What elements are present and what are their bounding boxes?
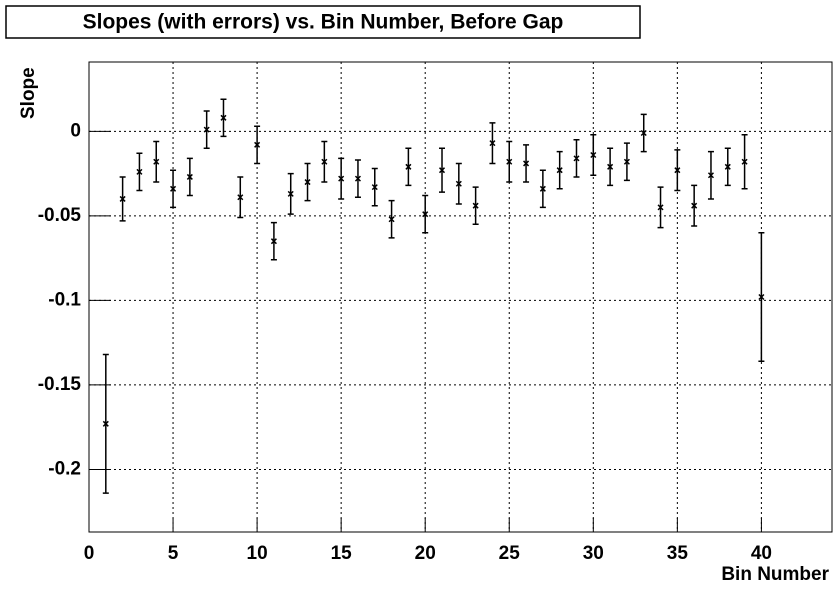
marker <box>438 167 446 174</box>
marker <box>741 158 748 165</box>
marker <box>506 158 513 165</box>
marker <box>354 175 361 182</box>
marker <box>691 202 698 209</box>
marker <box>287 190 294 197</box>
marker <box>623 158 630 165</box>
marker <box>422 211 429 218</box>
plot-frame <box>88 61 833 533</box>
marker <box>254 141 261 148</box>
marker <box>338 175 345 182</box>
marker <box>707 172 714 179</box>
marker <box>640 129 647 137</box>
x-tick-label: 0 <box>84 543 95 564</box>
y-tick-label: 0 <box>70 120 81 141</box>
y-tick-label: -0.2 <box>48 458 81 479</box>
marker <box>523 160 530 167</box>
x-tick-label: 10 <box>247 543 268 564</box>
x-tick-label: 30 <box>583 543 604 564</box>
x-axis-label: Bin Number <box>721 564 829 585</box>
marker <box>388 216 395 223</box>
y-tick-label: -0.15 <box>38 374 82 395</box>
marker <box>556 167 563 174</box>
marker <box>237 194 244 201</box>
marker <box>102 420 109 427</box>
marker <box>170 185 177 192</box>
marker <box>203 126 210 133</box>
marker <box>371 184 378 191</box>
y-axis-label: Slope <box>18 67 39 119</box>
chart-title: Slopes (with errors) vs. Bin Number, Bef… <box>83 11 564 34</box>
marker <box>186 173 193 180</box>
marker <box>405 163 412 170</box>
y-tick-label: -0.1 <box>48 289 81 310</box>
y-tick-label: -0.05 <box>38 205 82 226</box>
title-box <box>5 5 641 39</box>
marker <box>758 293 765 301</box>
marker <box>607 163 614 170</box>
marker <box>724 163 731 170</box>
marker <box>674 167 681 174</box>
x-tick-label: 25 <box>499 543 521 564</box>
marker <box>472 202 479 209</box>
x-tick-label: 40 <box>751 543 772 564</box>
marker <box>270 238 277 245</box>
x-tick-label: 5 <box>168 543 179 564</box>
marker <box>321 158 328 165</box>
marker <box>455 180 462 187</box>
x-tick-label: 15 <box>331 543 353 564</box>
marker <box>304 179 311 186</box>
marker <box>136 168 143 175</box>
x-tick-label: 35 <box>667 543 689 564</box>
marker <box>590 151 597 159</box>
marker <box>119 195 126 202</box>
marker <box>539 185 546 192</box>
marker <box>657 204 664 211</box>
marker <box>573 155 580 162</box>
x-tick-label: 20 <box>415 543 436 564</box>
marker <box>220 114 227 121</box>
marker <box>153 158 160 165</box>
marker <box>489 140 496 147</box>
